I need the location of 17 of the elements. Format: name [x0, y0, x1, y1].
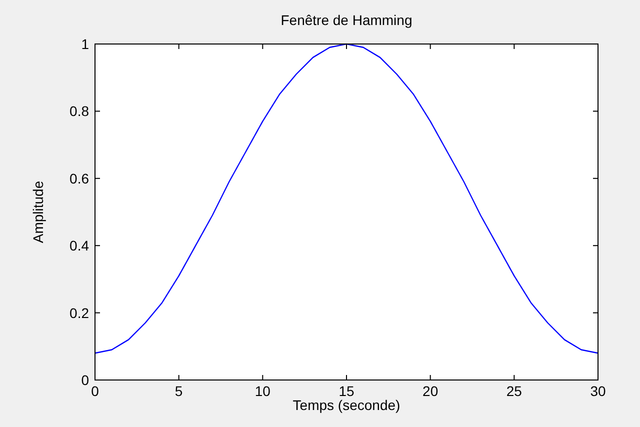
x-tick-label: 5 — [174, 383, 183, 399]
y-tick-label: 0.4 — [70, 238, 90, 254]
x-tick-label: 0 — [91, 383, 100, 399]
y-tick-label: 0.8 — [70, 103, 90, 120]
y-axis-title: Amplitude — [30, 180, 46, 244]
chart-title: Fenêtre de Hamming — [280, 12, 412, 28]
y-tick-label: 0 — [81, 372, 90, 388]
x-tick-label: 15 — [338, 383, 354, 399]
y-tick-label: 0.2 — [70, 304, 90, 321]
x-tick-label: 25 — [506, 383, 522, 399]
x-axis-title: Temps (seconde) — [292, 397, 400, 413]
line-series — [94, 43, 599, 354]
x-tick-label: 30 — [590, 383, 606, 399]
y-tick-label: 0.6 — [70, 170, 90, 186]
x-tick-label: 20 — [422, 383, 438, 399]
x-tick-label: 10 — [254, 383, 271, 399]
y-tick-label: 1 — [81, 36, 90, 52]
